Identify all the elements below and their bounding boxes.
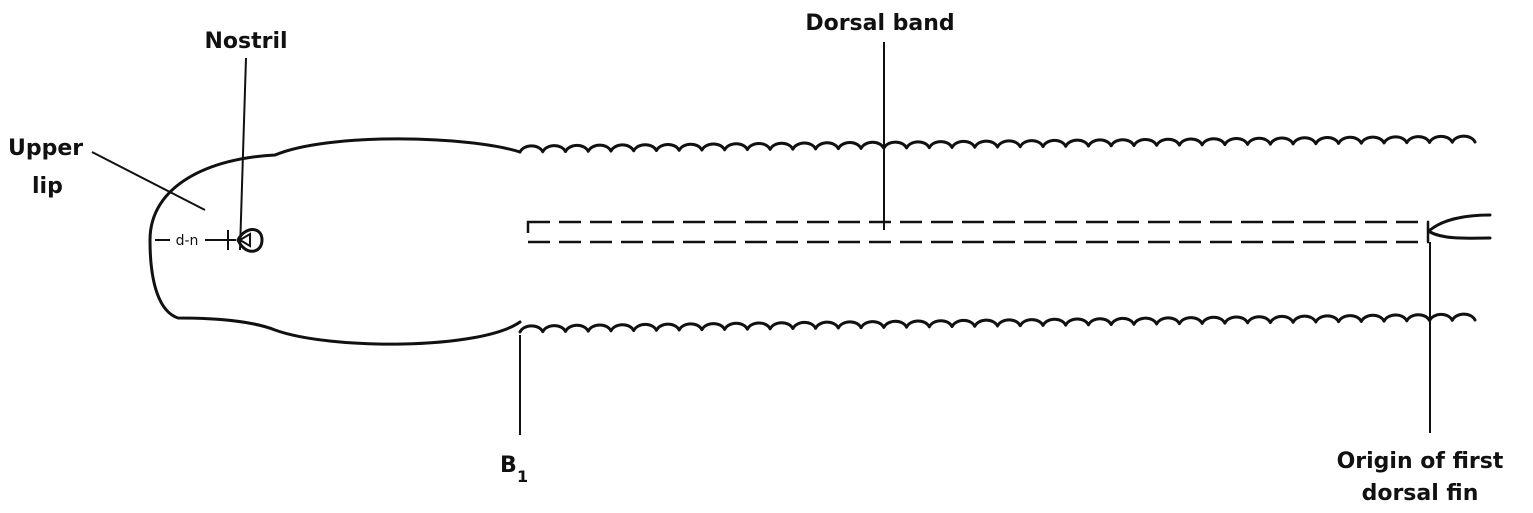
body-upper-outline [518, 134, 1477, 154]
fin-origin [1428, 213, 1492, 240]
origin-label: dorsal fin [1362, 481, 1479, 506]
nostril-inner [238, 232, 251, 248]
upper-lip-label: Upper [8, 136, 83, 161]
d-n-label: d-n [176, 233, 199, 249]
nostril-label: Nostril [204, 29, 287, 54]
nostril-shape [236, 228, 264, 253]
nostril-leader [239, 57, 247, 251]
origin-label: Origin of first [1337, 449, 1504, 474]
head-outline [148, 137, 522, 346]
upper-lip-label: lip [32, 174, 63, 199]
dorsal-band-label: Dorsal band [805, 11, 954, 36]
b1-label: B [500, 453, 517, 478]
upper-lip-leader [91, 151, 206, 211]
body-lower-outline [518, 312, 1477, 334]
dorsal-band [526, 220, 1430, 244]
b1-subscript: 1 [517, 467, 528, 486]
